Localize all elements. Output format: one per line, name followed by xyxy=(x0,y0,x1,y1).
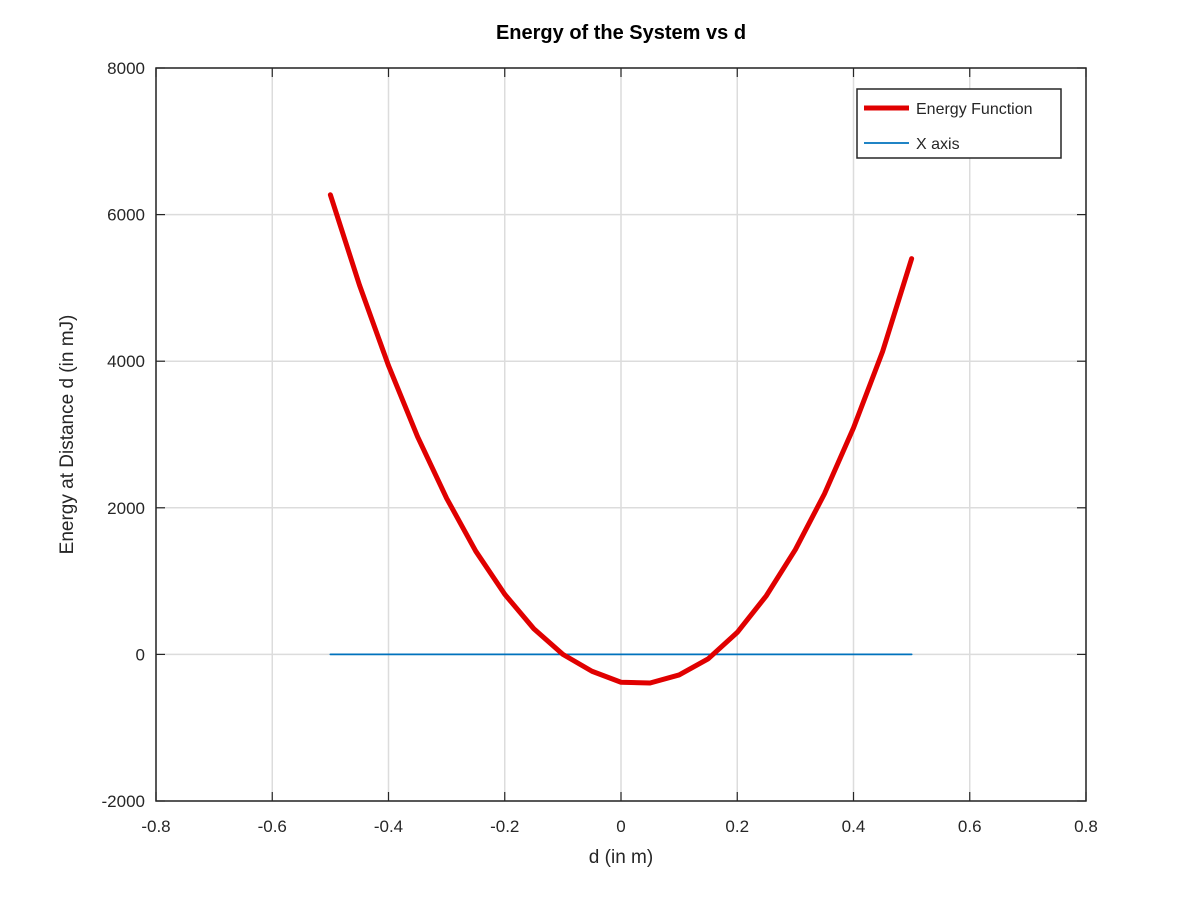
chart-title: Energy of the System vs d xyxy=(496,22,746,44)
energy-function-line xyxy=(327,192,915,686)
y-tick-label: 6000 xyxy=(107,206,145,225)
legend-box xyxy=(856,88,1062,159)
y-axis-label: Energy at Distance d (in mJ) xyxy=(57,315,78,555)
x-tick-label: -0.8 xyxy=(141,817,170,836)
y-tick-label: 0 xyxy=(136,645,145,664)
x-tick-label: 0.8 xyxy=(1074,817,1098,836)
legend-entry-label: Energy Function xyxy=(916,101,1033,118)
legend-entry-label: X axis xyxy=(916,136,960,153)
y-tick-label: 8000 xyxy=(107,59,145,78)
y-tick-label: 4000 xyxy=(107,352,145,371)
x-tick-label: 0.4 xyxy=(842,817,866,836)
legend: Energy Function X axis xyxy=(856,88,1062,159)
x-axis-label: d (in m) xyxy=(589,847,653,868)
x-tick-label: 0.6 xyxy=(958,817,982,836)
grid xyxy=(155,67,1087,802)
series-group xyxy=(327,192,915,686)
y-tick-label: -2000 xyxy=(102,792,145,811)
x-tick-label: -0.6 xyxy=(258,817,287,836)
tick-marks xyxy=(155,67,1087,802)
x-tick-labels: -0.8 -0.6 -0.4 -0.2 0 0.2 0.4 0.6 0.8 xyxy=(141,817,1097,836)
x-tick-label: 0 xyxy=(616,817,625,836)
y-tick-label: 2000 xyxy=(107,499,145,518)
x-tick-label: 0.2 xyxy=(725,817,749,836)
y-tick-labels: -2000 0 2000 4000 6000 8000 xyxy=(102,59,145,811)
x-tick-label: -0.2 xyxy=(490,817,519,836)
x-tick-label: -0.4 xyxy=(374,817,403,836)
